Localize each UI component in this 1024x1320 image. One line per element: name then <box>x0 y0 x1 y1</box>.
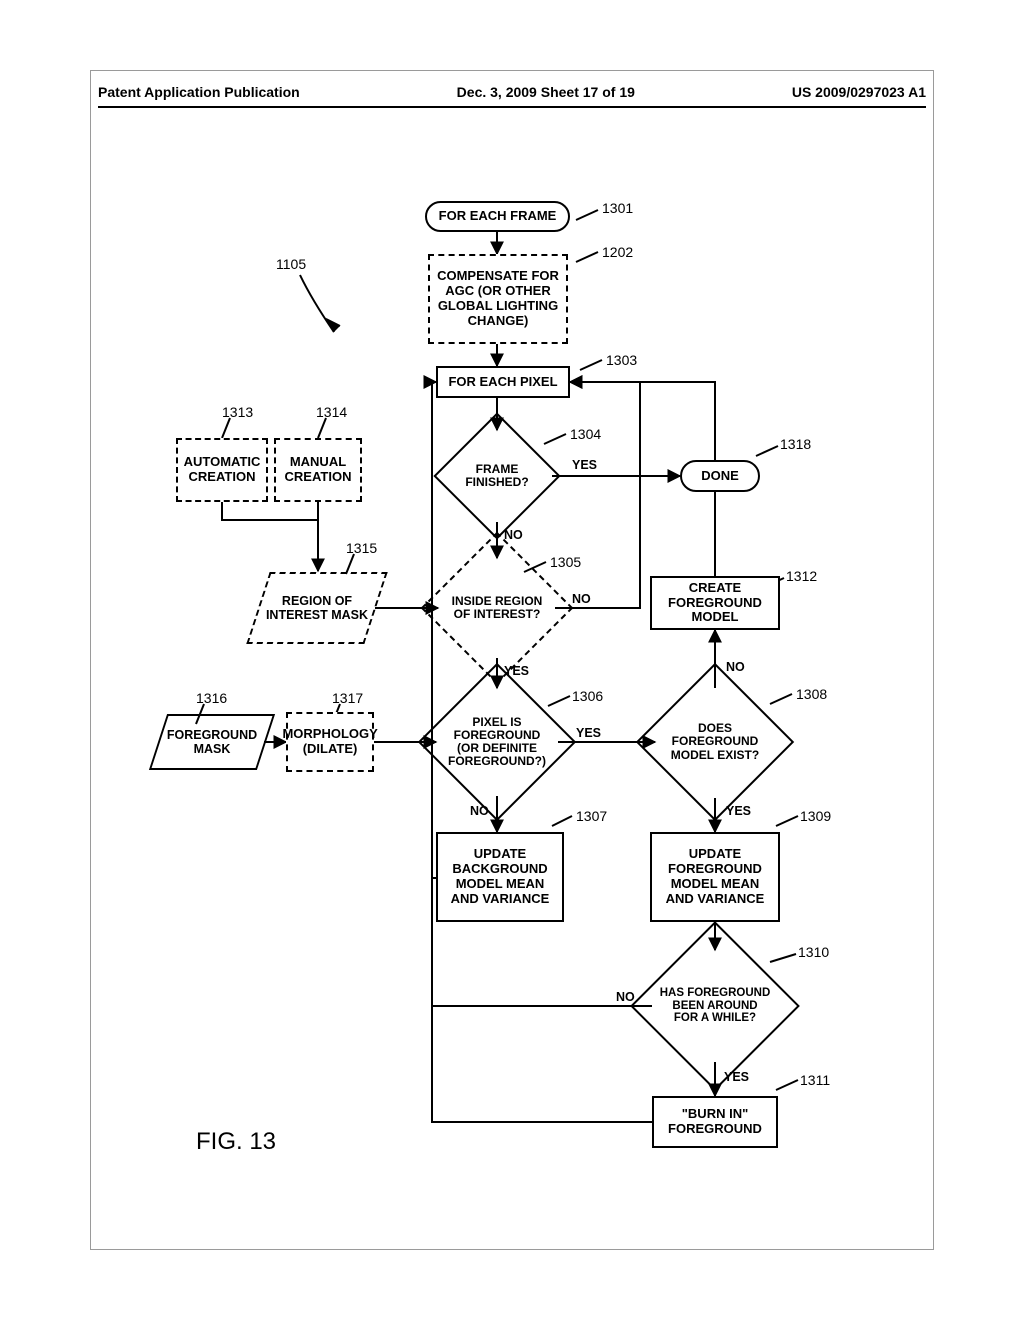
decision-inside-roi: INSIDE REGION OF INTEREST? <box>443 554 551 662</box>
ref-1307: 1307 <box>576 808 607 824</box>
ref-1311: 1311 <box>800 1072 830 1088</box>
ref-1316: 1316 <box>196 690 227 706</box>
node-text: MANUAL CREATION <box>282 455 354 485</box>
node-for-each-pixel: FOR EACH PIXEL <box>436 366 570 398</box>
decision-frame-finished: FRAME FINISHED? <box>452 431 542 521</box>
node-morphology: MORPHOLOGY (DILATE) <box>286 712 374 772</box>
node-auto-creation: AUTOMATIC CREATION <box>176 438 268 502</box>
ref-1202: 1202 <box>602 244 633 260</box>
node-manual-creation: MANUAL CREATION <box>274 438 362 502</box>
node-text: FOR EACH FRAME <box>439 209 557 224</box>
node-update-fg: UPDATE FOREGROUND MODEL MEAN AND VARIANC… <box>650 832 780 922</box>
ref-1308: 1308 <box>796 686 827 702</box>
decision-pixel-fg: PIXEL IS FOREGROUND (OR DEFINITE FOREGRO… <box>441 686 553 798</box>
ref-1315: 1315 <box>346 540 377 556</box>
node-text: INSIDE REGION OF INTEREST? <box>447 595 547 621</box>
node-text: CREATE FOREGROUND MODEL <box>658 581 772 626</box>
figure-label: FIG. 13 <box>196 1128 276 1156</box>
node-text: AUTOMATIC CREATION <box>184 455 261 485</box>
label-no-1310: NO <box>616 990 635 1004</box>
label-yes-1305: YES <box>504 664 529 678</box>
flowchart-canvas: FOR EACH FRAME COMPENSATE FOR AGC (OR OT… <box>0 0 1024 1320</box>
ref-1305: 1305 <box>550 554 581 570</box>
node-text: PIXEL IS FOREGROUND (OR DEFINITE FOREGRO… <box>445 716 549 769</box>
ref-1304: 1304 <box>570 426 601 442</box>
ref-1105: 1105 <box>276 256 306 272</box>
label-yes-1304: YES <box>572 458 597 472</box>
node-text: MORPHOLOGY (DILATE) <box>282 727 377 757</box>
node-text: COMPENSATE FOR AGC (OR OTHER GLOBAL LIGH… <box>436 269 560 329</box>
node-create-fg-model: CREATE FOREGROUND MODEL <box>650 576 780 630</box>
node-text: HAS FOREGROUND BEEN AROUND FOR A WHILE? <box>659 987 771 1025</box>
decision-fg-model-exist: DOES FOREGROUND MODEL EXIST? <box>659 686 771 798</box>
node-done: DONE <box>680 460 760 492</box>
ref-1301: 1301 <box>602 200 633 216</box>
node-text: FOR EACH PIXEL <box>448 375 557 390</box>
label-yes-1306: YES <box>576 726 601 740</box>
ref-1306: 1306 <box>572 688 603 704</box>
node-fg-mask: FOREGROUND MASK <box>158 714 266 770</box>
node-text: REGION OF INTEREST MASK <box>258 594 376 623</box>
ref-1314: 1314 <box>316 404 347 420</box>
ref-1313: 1313 <box>222 404 253 420</box>
decision-fg-around: HAS FOREGROUND BEEN AROUND FOR A WHILE? <box>655 946 775 1066</box>
node-text: UPDATE FOREGROUND MODEL MEAN AND VARIANC… <box>658 847 772 907</box>
ref-1310: 1310 <box>798 944 829 960</box>
node-text: UPDATE BACKGROUND MODEL MEAN AND VARIANC… <box>444 847 556 907</box>
label-yes-1308: YES <box>726 804 751 818</box>
ref-1303: 1303 <box>606 352 637 368</box>
node-burn-in: "BURN IN" FOREGROUND <box>652 1096 778 1148</box>
node-roi-mask: REGION OF INTEREST MASK <box>258 572 376 644</box>
label-no-1304: NO <box>504 528 523 542</box>
node-for-each-frame: FOR EACH FRAME <box>425 201 570 232</box>
node-text: DOES FOREGROUND MODEL EXIST? <box>663 722 767 762</box>
ref-1318: 1318 <box>780 436 811 452</box>
node-text: FOREGROUND MASK <box>158 728 266 757</box>
label-no-1306: NO <box>470 804 489 818</box>
node-compensate-agc: COMPENSATE FOR AGC (OR OTHER GLOBAL LIGH… <box>428 254 568 344</box>
label-yes-1310: YES <box>724 1070 749 1084</box>
node-text: DONE <box>701 469 739 484</box>
label-no-1305: NO <box>572 592 591 606</box>
node-text: FRAME FINISHED? <box>456 463 538 489</box>
node-text: "BURN IN" FOREGROUND <box>660 1107 770 1137</box>
label-no-1308: NO <box>726 660 745 674</box>
node-update-bg: UPDATE BACKGROUND MODEL MEAN AND VARIANC… <box>436 832 564 922</box>
ref-1312: 1312 <box>786 568 817 584</box>
ref-1317: 1317 <box>332 690 363 706</box>
ref-1309: 1309 <box>800 808 831 824</box>
